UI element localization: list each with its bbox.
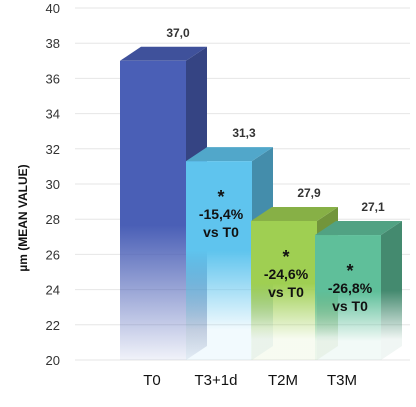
- comparison-note: vs T0: [332, 298, 368, 314]
- y-tick-label: 32: [46, 142, 60, 157]
- significance-star: *: [346, 261, 353, 281]
- bar-top: [120, 46, 207, 61]
- comparison-note: vs T0: [268, 284, 304, 300]
- y-tick-label: 40: [46, 1, 60, 16]
- value-label: 27,9: [297, 186, 321, 200]
- y-tick-label: 26: [46, 247, 60, 262]
- bar-front: [315, 235, 381, 360]
- category-label: T3+1d: [195, 372, 238, 389]
- bar-front: [251, 220, 317, 360]
- comparison-note: vs T0: [203, 224, 239, 240]
- y-tick-label: 24: [46, 283, 60, 298]
- value-label: 27,1: [361, 200, 385, 214]
- y-tick-label: 38: [46, 36, 60, 51]
- y-tick-label: 36: [46, 71, 60, 86]
- category-label: T2M: [268, 372, 298, 389]
- y-tick-label: 30: [46, 177, 60, 192]
- significance-star: *: [282, 247, 289, 267]
- y-tick-label: 28: [46, 212, 60, 227]
- bar-annotations: *-15,4%vs T0*-24,6%vs T0*-26,8%vs T0: [199, 187, 373, 314]
- value-label: 31,3: [232, 126, 256, 140]
- category-label: T3M: [327, 372, 357, 389]
- bar-front: [186, 161, 252, 360]
- y-tick-label: 20: [46, 353, 60, 368]
- bar-side: [381, 221, 402, 360]
- bar-top: [251, 206, 338, 221]
- significance-star: *: [217, 187, 224, 207]
- percent-change: -26,8%: [328, 280, 373, 296]
- bar-t3m: [315, 221, 402, 360]
- category-label: T0: [143, 372, 161, 389]
- bar-top: [315, 221, 402, 236]
- percent-change: -24,6%: [264, 266, 309, 282]
- value-labels: 37,0 31,3 27,9 27,1: [166, 26, 385, 214]
- percent-change: -15,4%: [199, 206, 244, 222]
- value-label: 37,0: [166, 26, 190, 40]
- bar-front: [120, 60, 186, 361]
- y-axis-label: µm (MEAN VALUE): [16, 164, 30, 271]
- y-axis-ticks: 20 22 24 26 28 30 32 34 36 38 40: [46, 1, 60, 368]
- y-tick-label: 34: [46, 107, 60, 122]
- bars: [120, 46, 402, 361]
- y-tick-label: 22: [46, 318, 60, 333]
- x-axis-categories: T0 T3+1d T2M T3M: [143, 372, 357, 389]
- bar-top: [186, 147, 273, 162]
